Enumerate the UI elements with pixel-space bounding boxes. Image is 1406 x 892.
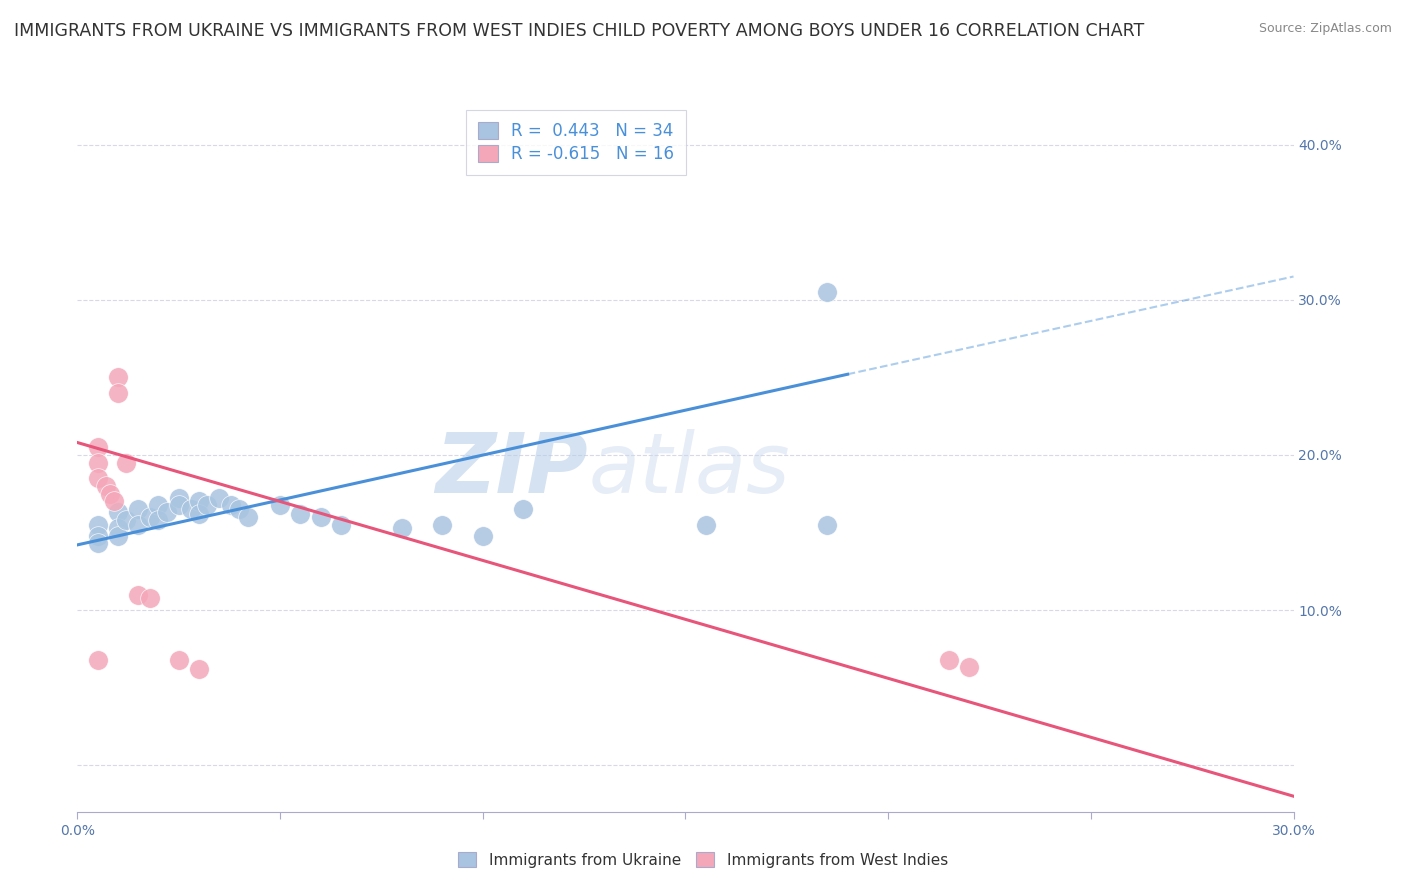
Point: [938, 653, 960, 667]
Point: [139, 591, 162, 605]
Point: [167, 653, 190, 667]
Point: [127, 588, 149, 602]
Legend: R =  0.443   N = 34, R = -0.615   N = 16: R = 0.443 N = 34, R = -0.615 N = 16: [467, 110, 686, 175]
Point: [188, 507, 211, 521]
Point: [180, 502, 202, 516]
Text: IMMIGRANTS FROM UKRAINE VS IMMIGRANTS FROM WEST INDIES CHILD POVERTY AMONG BOYS : IMMIGRANTS FROM UKRAINE VS IMMIGRANTS FR…: [14, 22, 1144, 40]
Point: [471, 528, 494, 542]
Legend: Immigrants from Ukraine, Immigrants from West Indies: Immigrants from Ukraine, Immigrants from…: [450, 844, 956, 875]
Point: [86, 528, 108, 542]
Point: [329, 517, 352, 532]
Text: ZIP: ZIP: [436, 429, 588, 509]
Point: [957, 660, 980, 674]
Point: [148, 498, 170, 512]
Point: [127, 502, 149, 516]
Point: [695, 517, 717, 532]
Point: [103, 494, 125, 508]
Point: [94, 479, 117, 493]
Point: [512, 502, 534, 516]
Point: [86, 471, 108, 485]
Point: [86, 536, 108, 550]
Point: [139, 510, 162, 524]
Point: [269, 498, 291, 512]
Point: [155, 505, 177, 519]
Point: [148, 513, 170, 527]
Point: [228, 502, 250, 516]
Point: [107, 370, 129, 384]
Point: [127, 517, 149, 532]
Point: [290, 507, 312, 521]
Point: [167, 498, 190, 512]
Point: [107, 505, 129, 519]
Point: [86, 653, 108, 667]
Point: [86, 517, 108, 532]
Text: atlas: atlas: [588, 429, 790, 509]
Point: [195, 498, 218, 512]
Point: [107, 528, 129, 542]
Point: [167, 491, 190, 506]
Text: Source: ZipAtlas.com: Source: ZipAtlas.com: [1258, 22, 1392, 36]
Point: [391, 521, 413, 535]
Point: [98, 486, 121, 500]
Point: [107, 521, 129, 535]
Point: [208, 491, 231, 506]
Point: [432, 517, 454, 532]
Point: [236, 510, 259, 524]
Point: [86, 440, 108, 454]
Point: [221, 498, 243, 512]
Point: [815, 517, 838, 532]
Point: [815, 285, 838, 299]
Point: [86, 456, 108, 470]
Point: [309, 510, 332, 524]
Point: [188, 494, 211, 508]
Point: [107, 385, 129, 400]
Point: [188, 662, 211, 676]
Point: [115, 456, 138, 470]
Point: [115, 513, 138, 527]
